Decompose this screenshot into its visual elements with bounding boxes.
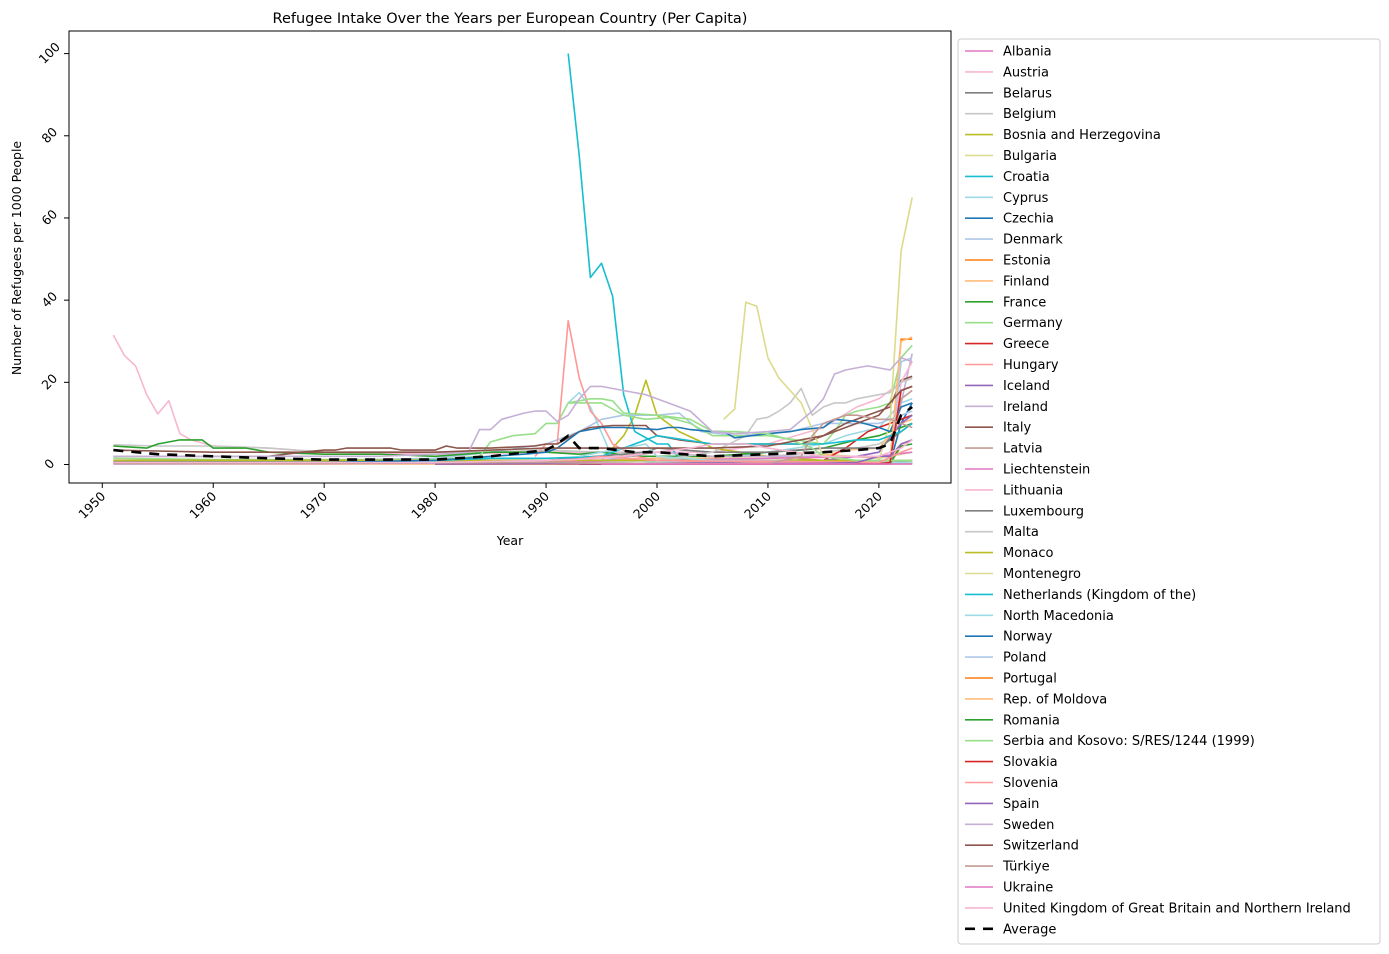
x-axis-label: Year — [496, 533, 524, 548]
legend-label-20: Liechtenstein — [1003, 463, 1090, 478]
legend-label-18: Italy — [1003, 421, 1032, 436]
legend-label-19: Latvia — [1003, 442, 1043, 457]
series-line-23 — [601, 377, 913, 464]
y-tick-label-0: 0 — [41, 456, 57, 472]
legend-label-11: Finland — [1003, 274, 1049, 289]
series-line-41 — [113, 439, 913, 464]
legend-label-12: France — [1003, 295, 1046, 310]
legend-label-14: Greece — [1003, 337, 1049, 352]
legend-label-40: Ukraine — [1003, 881, 1053, 896]
legend-label-8: Czechia — [1003, 212, 1054, 227]
series-line-42 — [113, 405, 913, 461]
y-tick-label-4: 80 — [38, 124, 60, 146]
legend-label-35: Slovenia — [1003, 776, 1058, 791]
series-line-18 — [113, 375, 913, 458]
x-axis-ticks: 1950 1960 1970 1980 1990 2000 2010 2020 — [75, 483, 885, 522]
legend-label-6: Croatia — [1003, 170, 1050, 185]
legend-label-22: Luxembourg — [1003, 504, 1084, 519]
series-line-25 — [723, 197, 913, 462]
legend-label-15: Hungary — [1003, 358, 1059, 373]
legend-label-27: North Macedonia — [1003, 609, 1114, 624]
legend-label-42: Average — [1003, 922, 1056, 937]
series-line-9 — [113, 410, 913, 462]
legend-label-30: Portugal — [1003, 672, 1057, 687]
x-tick-label-3: 1980 — [408, 488, 441, 521]
legend: Albania Austria Belarus Belgium Bosnia and H… — [957, 38, 1381, 945]
chart-title: Refugee Intake Over the Years per Europe… — [273, 11, 748, 27]
series-lines — [112, 53, 913, 465]
y-tick-label-1: 20 — [38, 371, 60, 393]
legend-label-17: Ireland — [1003, 400, 1048, 415]
legend-label-36: Spain — [1003, 797, 1039, 812]
y-axis-ticks: 0 20 40 60 80 100 — [36, 39, 69, 472]
legend-label-16: Iceland — [1003, 379, 1050, 394]
legend-label-37: Sweden — [1003, 818, 1054, 833]
legend-label-24: Monaco — [1003, 546, 1054, 561]
plot-frame — [68, 30, 952, 484]
legend-label-7: Cyprus — [1003, 191, 1049, 206]
y-tick-label-5: 100 — [36, 39, 64, 67]
legend-label-34: Slovakia — [1003, 755, 1058, 770]
legend-label-2: Belarus — [1003, 86, 1052, 101]
legend-label-31: Rep. of Moldova — [1003, 692, 1107, 707]
y-tick-label-3: 60 — [38, 206, 60, 228]
legend-label-4: Bosnia and Herzegovina — [1003, 128, 1161, 143]
legend-frame — [957, 38, 1381, 945]
series-line-39 — [113, 414, 913, 465]
legend-label-10: Estonia — [1003, 254, 1051, 269]
x-tick-label-6: 2010 — [741, 488, 774, 521]
x-tick-label-0: 1950 — [75, 488, 108, 521]
legend-label-41: United Kingdom of Great Britain and Nort… — [1003, 901, 1351, 916]
x-tick-label-4: 1990 — [519, 488, 552, 521]
legend-label-39: Türkiye — [1002, 860, 1050, 875]
legend-label-25: Montenegro — [1003, 567, 1081, 582]
legend-label-13: Germany — [1003, 316, 1063, 331]
x-tick-label-1: 1960 — [186, 488, 219, 521]
legend-label-29: Poland — [1003, 651, 1046, 666]
legend-label-0: Albania — [1003, 45, 1052, 60]
x-tick-label-7: 2020 — [852, 488, 885, 521]
legend-label-26: Netherlands (Kingdom of the) — [1003, 588, 1196, 603]
legend-label-9: Denmark — [1003, 233, 1063, 248]
x-tick-label-5: 2000 — [630, 488, 663, 521]
series-line-13 — [113, 344, 913, 461]
legend-label-1: Austria — [1003, 65, 1049, 80]
y-tick-label-2: 40 — [38, 288, 60, 310]
legend-label-33: Serbia and Kosovo: S/RES/1244 (1999) — [1003, 734, 1255, 749]
series-line-28 — [113, 402, 913, 464]
legend-label-38: Switzerland — [1003, 839, 1079, 854]
legend-label-3: Belgium — [1003, 107, 1056, 122]
legend-label-21: Lithuania — [1003, 483, 1063, 498]
legend-label-32: Romania — [1003, 713, 1060, 728]
legend-label-5: Bulgaria — [1003, 149, 1057, 164]
y-axis-label: Number of Refugees per 1000 People — [9, 141, 24, 376]
x-tick-label-2: 1970 — [297, 488, 330, 521]
legend-label-28: Norway — [1003, 630, 1053, 645]
series-line-37 — [113, 356, 913, 458]
plot-background — [69, 31, 951, 483]
legend-label-23: Malta — [1003, 525, 1039, 540]
